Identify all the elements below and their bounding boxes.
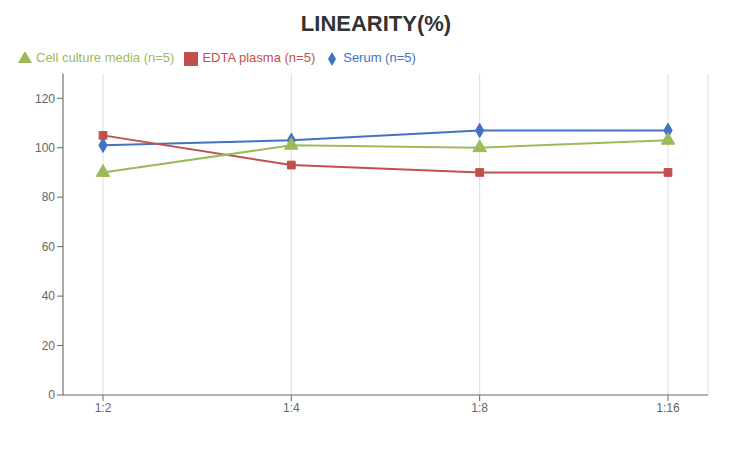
svg-text:120: 120 [35,92,55,106]
svg-text:1:2: 1:2 [95,401,112,415]
svg-text:1:16: 1:16 [656,401,680,415]
svg-text:1:8: 1:8 [471,401,488,415]
svg-text:60: 60 [42,240,56,254]
svg-text:100: 100 [35,141,55,155]
html-text:EDTA plasma (n=5): EDTA plasma (n=5) [202,50,316,65]
html-text:Serum (n=5): Serum (n=5) [343,50,416,65]
html-text:LINEARITY(%): LINEARITY(%) [300,11,452,36]
svg-text:80: 80 [42,190,56,204]
html-text:Cell culture media (n=5): Cell culture media (n=5) [36,50,175,65]
svg-text:1:4: 1:4 [283,401,300,415]
svg-text:20: 20 [42,339,56,353]
svg-text:40: 40 [42,289,56,303]
svg-text:0: 0 [48,388,55,402]
